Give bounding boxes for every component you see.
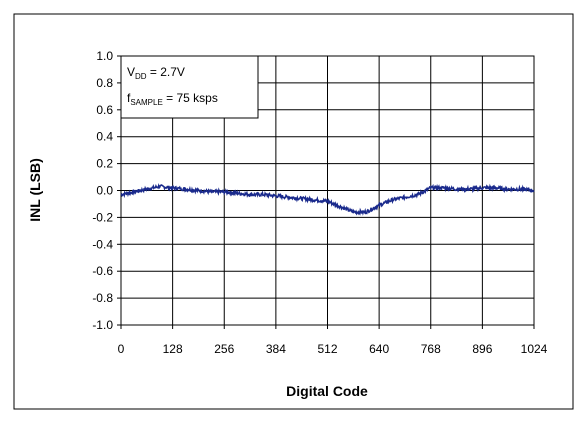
x-tick-label: 1024: [521, 342, 548, 356]
inl-series-line: [120, 182, 535, 216]
x-tick-label: 896: [472, 342, 492, 356]
y-tick-label: 0.6: [96, 103, 113, 117]
y-tick-label: -0.2: [92, 210, 113, 224]
y-tick-label: -0.8: [92, 291, 113, 305]
x-tick-label: 384: [266, 342, 286, 356]
x-axis-label: Digital Code: [286, 383, 368, 399]
grid: [121, 56, 534, 325]
annotation-box: [120, 55, 259, 119]
y-axis-label: INL (LSB): [27, 158, 43, 222]
axis-ticks: 0 128 256 384 512 640 768 896 1024 1.0 0.8 0.6 0.4 0.…: [92, 49, 547, 356]
x-tick-label: 256: [214, 342, 234, 356]
y-tick-label: 1.0: [96, 49, 113, 63]
y-tick-label: 0.8: [96, 76, 113, 90]
y-tick-label: -0.4: [92, 237, 113, 251]
x-tick-label: 128: [163, 342, 183, 356]
y-tick-label: -1.0: [92, 318, 113, 332]
y-tick-label: 0.4: [96, 130, 113, 144]
y-tick-label: -0.6: [92, 264, 113, 278]
x-tick-label: 512: [317, 342, 337, 356]
y-tick-label: 0.0: [96, 184, 113, 198]
y-tick-label: 0.2: [96, 157, 113, 171]
annotation-fsample: fSAMPLE = 75 ksps: [127, 91, 218, 107]
x-tick-label: 768: [421, 342, 441, 356]
x-tick-label: 640: [369, 342, 389, 356]
x-tick-label: 0: [118, 342, 125, 356]
series-layer: [120, 182, 535, 216]
annotation-vdd: VDD = 2.7V: [127, 65, 185, 81]
